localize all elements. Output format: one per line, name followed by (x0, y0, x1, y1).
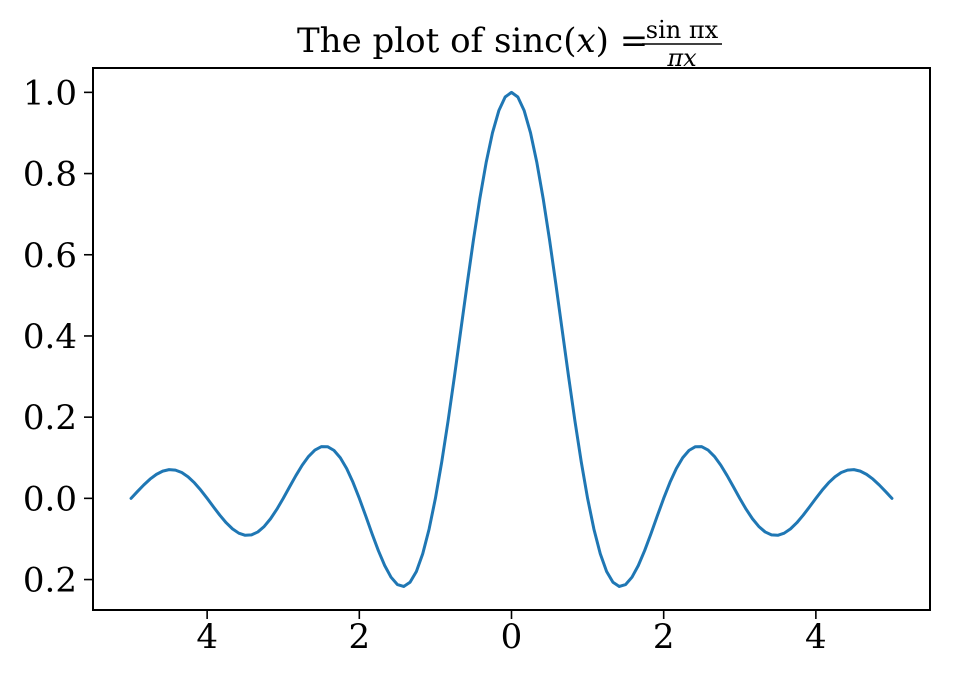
ticks: 4 2 0 2 4 0.2 0.0 0.2 0.4 0.6 0.8 1.0 (23, 73, 827, 657)
x-tick-label: 4 (196, 617, 218, 657)
x-tick-label: 2 (653, 617, 675, 657)
svg-text:The plot of sinc(x) =: The plot of sinc(x) = (297, 21, 648, 61)
y-tick-label: 0.6 (23, 236, 77, 276)
plot-frame (92, 67, 931, 611)
y-tick-label: 0.0 (23, 479, 77, 519)
y-tick-label: 0.2 (23, 561, 77, 601)
y-tick-label: 1.0 (23, 73, 77, 113)
title-var: x (576, 21, 595, 61)
chart-title: The plot of sinc(x) = sin πx πx (297, 16, 722, 72)
y-tick-label: 0.2 (23, 398, 77, 438)
x-tick-label: 0 (501, 617, 523, 657)
title-denominator: πx (666, 44, 697, 72)
y-tick-label: 0.8 (23, 155, 77, 195)
sinc-curve (129, 90, 894, 588)
y-tick-label: 0.4 (23, 317, 77, 357)
title-suffix: ) = (596, 21, 649, 61)
title-prefix: The plot of sinc( (297, 21, 576, 61)
x-tick-label: 2 (348, 617, 370, 657)
x-tick-label: 4 (805, 617, 827, 657)
title-numerator: sin πx (646, 16, 719, 44)
plot-area (93, 68, 930, 610)
